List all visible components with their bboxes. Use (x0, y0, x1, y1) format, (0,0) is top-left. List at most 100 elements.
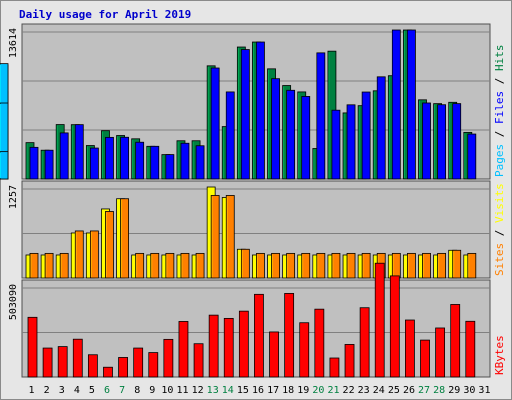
bar-kbytes-day-15 (238, 310, 249, 378)
bar-sites-day-3 (59, 252, 69, 279)
legend-text: Hits (493, 45, 506, 72)
bar-sites-day-4 (74, 230, 84, 279)
x-tick-label: 7 (119, 385, 125, 396)
x-tick-label: 2 (44, 385, 50, 396)
bar-files-day-7 (120, 136, 129, 180)
bar-sites-day-21 (331, 252, 341, 279)
x-tick-label: 5 (89, 385, 95, 396)
bar-files-day-27 (422, 102, 431, 180)
x-tick-label: 6 (104, 385, 110, 396)
bar-kbytes-day-23 (359, 307, 370, 378)
bar-kbytes-day-30 (465, 320, 476, 378)
y-max-label: 1257 (8, 185, 19, 209)
legend-text: KBytes (493, 335, 506, 375)
y-max-label: 13614 (8, 28, 19, 58)
bar-sites-day-9 (150, 252, 160, 279)
x-tick-label: 25 (388, 385, 400, 396)
bar-files-day-28 (437, 104, 447, 180)
bar-sites-day-30 (467, 252, 477, 279)
x-tick-label: 23 (358, 385, 370, 396)
legend-text: / (493, 223, 506, 243)
bar-kbytes-day-10 (163, 338, 174, 378)
bar-kbytes-day-7 (118, 357, 128, 378)
bar-kbytes-day-2 (42, 347, 53, 378)
x-tick-label: 18 (282, 385, 294, 396)
bar-kbytes-day-9 (148, 352, 159, 378)
x-tick-label: 15 (237, 385, 249, 396)
bar-sites-day-8 (135, 252, 145, 279)
bar-files-day-16 (256, 41, 265, 180)
panel-kbytes: 503090 KBytes (8, 262, 506, 378)
bar-files-day-20 (316, 52, 326, 180)
x-tick-label: 27 (418, 385, 430, 396)
x-tick-label: 13 (207, 385, 219, 396)
bar-files-day-11 (180, 142, 190, 180)
bar-kbytes-day-24 (374, 262, 385, 378)
panel-visits-sites: 1257 Sites / Visits (8, 180, 506, 279)
axis-legend: Pages / Files / Hits (493, 45, 506, 178)
x-tick-label: 16 (252, 385, 264, 396)
panel-hits-files-pages: 13614 Pages / Files / Hits (0, 23, 506, 180)
bar-files-day-25 (391, 29, 401, 180)
bar-kbytes-day-19 (299, 322, 310, 378)
bar-files-day-26 (407, 29, 416, 180)
bar-sites-day-14 (225, 195, 235, 279)
legend-text: Files (493, 91, 506, 124)
bar-files-day-12 (195, 145, 205, 180)
bar-files-day-17 (271, 78, 280, 180)
legend-text: / (493, 71, 506, 91)
x-tick-label: 24 (373, 385, 385, 396)
bar-sites-day-5 (89, 230, 99, 279)
bar-kbytes-day-6 (103, 366, 113, 378)
bar-sites-day-22 (346, 252, 356, 279)
bar-files-day-3 (59, 132, 69, 180)
x-tick-label: 9 (149, 385, 155, 396)
x-tick-label: 26 (403, 385, 415, 396)
bar-sites-day-23 (361, 252, 371, 279)
bar-kbytes-day-28 (435, 327, 446, 378)
legend-text: Sites (493, 243, 506, 276)
x-tick-label: 14 (222, 385, 234, 396)
bar-kbytes-day-4 (72, 338, 83, 378)
bar-kbytes-day-13 (208, 314, 219, 378)
bar-files-day-8 (135, 141, 145, 180)
bar-sites-day-7 (120, 198, 129, 279)
bar-sites-day-19 (301, 252, 311, 279)
x-tick-label: 8 (134, 385, 140, 396)
bar-files-day-1 (29, 146, 39, 180)
bar-files-day-6 (105, 136, 114, 180)
bar-kbytes-day-14 (223, 317, 234, 378)
bar-pages-day-30 (0, 151, 9, 180)
x-tick-label: 28 (433, 385, 445, 396)
chart-title: Daily usage for April 2019 (19, 8, 192, 21)
bar-files-day-4 (74, 124, 84, 180)
bar-files-day-18 (286, 89, 296, 180)
axis-legend: KBytes (493, 335, 506, 375)
x-tick-label: 4 (74, 385, 80, 396)
bar-files-day-29 (452, 103, 462, 180)
bar-files-day-24 (376, 76, 386, 180)
bar-files-day-22 (346, 104, 356, 180)
x-tick-label: 17 (267, 385, 279, 396)
bar-sites-day-17 (271, 252, 280, 279)
bar-kbytes-day-3 (57, 346, 68, 378)
x-tick-label: 21 (327, 385, 339, 396)
bar-sites-day-6 (105, 211, 114, 279)
x-tick-label: 29 (448, 385, 460, 396)
bar-sites-day-13 (210, 195, 220, 279)
legend-text: Visits (493, 183, 506, 223)
bar-kbytes-day-29 (450, 304, 461, 378)
bar-files-day-10 (165, 154, 175, 180)
bar-kbytes-day-8 (133, 347, 144, 378)
bar-kbytes-day-17 (269, 331, 279, 378)
bar-sites-day-29 (452, 249, 462, 279)
bar-kbytes-day-1 (27, 316, 38, 378)
bar-kbytes-day-25 (389, 275, 400, 378)
bar-kbytes-day-12 (193, 343, 204, 378)
bar-sites-day-1 (29, 252, 39, 279)
bar-sites-day-15 (240, 248, 250, 279)
bar-files-day-14 (225, 91, 235, 180)
bar-kbytes-day-16 (254, 293, 264, 378)
bar-files-day-30 (467, 133, 477, 180)
